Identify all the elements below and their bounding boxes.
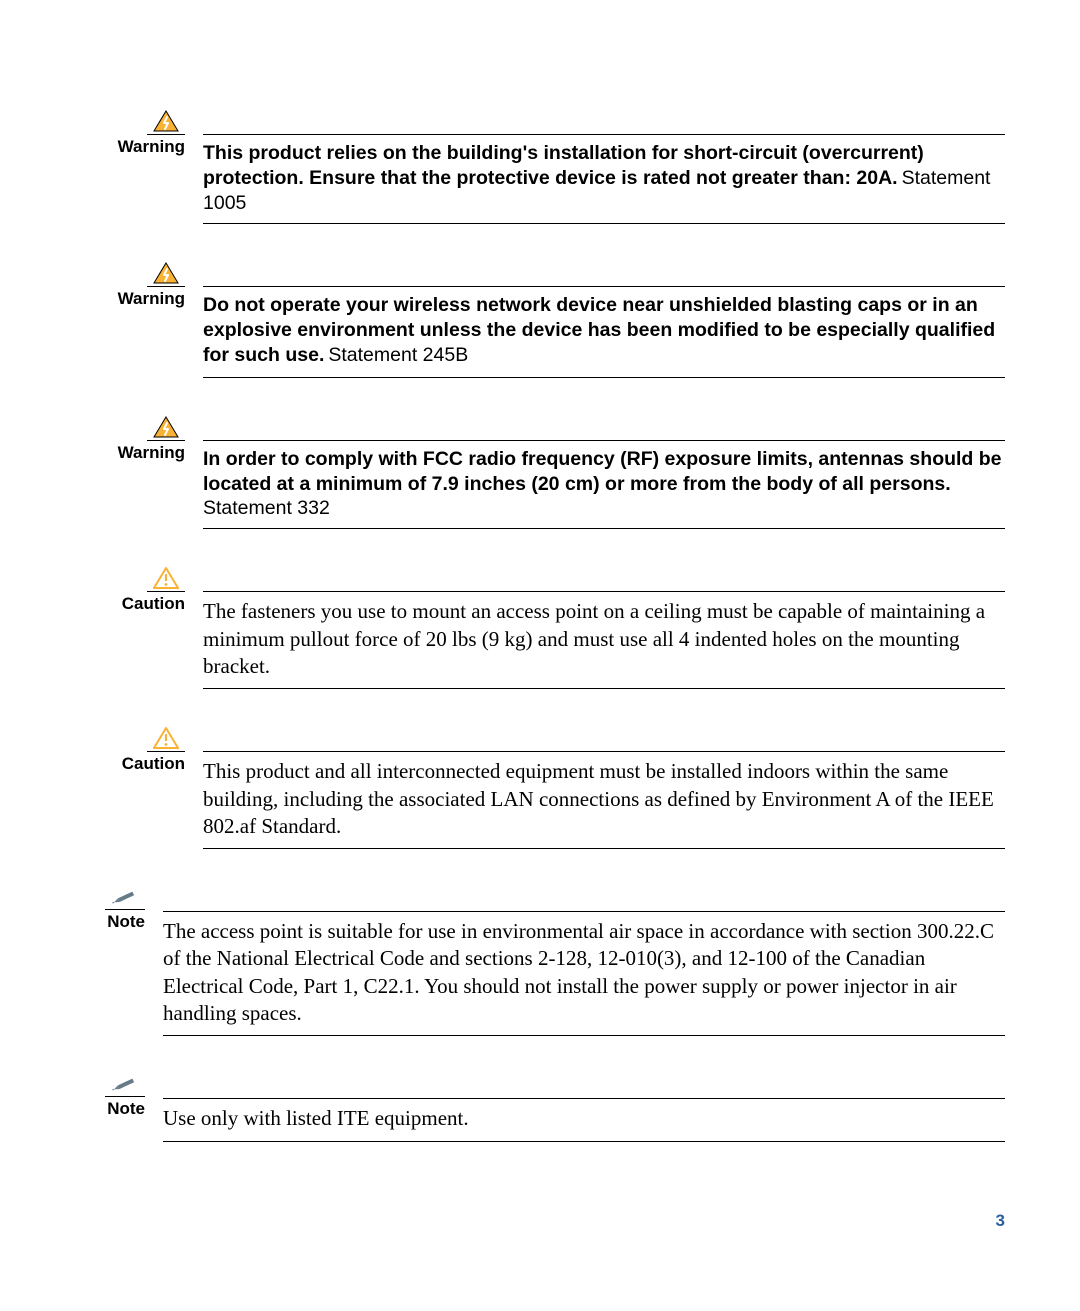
note-text: Use only with listed ITE equipment. <box>163 1106 469 1130</box>
warning-icon <box>147 110 185 135</box>
warning-block: Warning In order to comply with FCC radi… <box>75 416 1005 530</box>
warning-text-suffix: Statement 245B <box>328 344 468 366</box>
warning-icon <box>147 416 185 441</box>
warning-block: Warning This product relies on the build… <box>75 110 1005 224</box>
label-column: Caution <box>75 567 185 614</box>
warning-text-suffix: Statement 332 <box>203 497 1005 520</box>
caution-block: Caution This product and all interconnec… <box>75 727 1005 849</box>
warning-text-bold: In order to comply with FCC radio freque… <box>203 448 1002 495</box>
label-column: Caution <box>75 727 185 774</box>
warning-text-bold: Do not operate your wireless network dev… <box>203 294 995 367</box>
caution-icon <box>147 727 185 752</box>
body-column: The access point is suitable for use in … <box>145 887 1005 1036</box>
warning-label: Warning <box>118 289 185 309</box>
caution-block: Caution The fasteners you use to mount a… <box>75 567 1005 689</box>
note-icon <box>105 1074 145 1097</box>
note-text: The access point is suitable for use in … <box>163 919 994 1025</box>
caution-text: This product and all interconnected equi… <box>203 759 994 838</box>
body-column: This product and all interconnected equi… <box>185 727 1005 849</box>
body-column: Do not operate your wireless network dev… <box>185 262 1005 378</box>
warning-icon <box>147 262 185 287</box>
note-icon <box>105 887 145 910</box>
document-page: Warning This product relies on the build… <box>0 0 1080 1311</box>
page-number: 3 <box>996 1211 1005 1231</box>
warning-label: Warning <box>118 137 185 157</box>
label-column: Note <box>75 1074 145 1119</box>
label-column: Warning <box>75 262 185 309</box>
label-column: Note <box>75 887 145 932</box>
body-column: This product relies on the building's in… <box>185 110 1005 224</box>
caution-label: Caution <box>122 754 185 774</box>
note-label: Note <box>107 912 145 932</box>
caution-icon <box>147 567 185 592</box>
label-column: Warning <box>75 416 185 463</box>
warning-block: Warning Do not operate your wireless net… <box>75 262 1005 378</box>
warning-label: Warning <box>118 443 185 463</box>
warning-text-bold: This product relies on the building's in… <box>203 142 924 189</box>
note-block: Note Use only with listed ITE equipment. <box>75 1074 1005 1141</box>
note-label: Note <box>107 1099 145 1119</box>
label-column: Warning <box>75 110 185 157</box>
body-column: The fasteners you use to mount an access… <box>185 567 1005 689</box>
note-block: Note The access point is suitable for us… <box>75 887 1005 1036</box>
body-column: In order to comply with FCC radio freque… <box>185 416 1005 530</box>
body-column: Use only with listed ITE equipment. <box>145 1074 1005 1141</box>
caution-label: Caution <box>122 594 185 614</box>
caution-text: The fasteners you use to mount an access… <box>203 599 985 678</box>
